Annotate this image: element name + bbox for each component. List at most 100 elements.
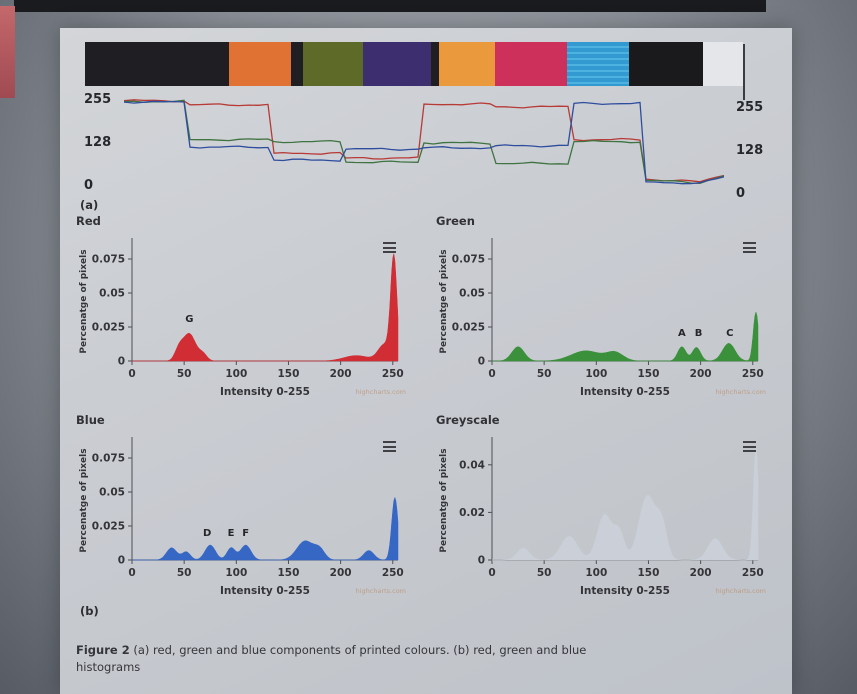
- y-tick-label: 255: [84, 92, 112, 107]
- red-histogram-chart: 0.075 0.05 0.025 00 50 100 150 200 250 G Percenatg…: [79, 238, 406, 398]
- greyscale-histogram-area: [492, 448, 759, 561]
- y-tick-label: 128: [736, 143, 764, 158]
- colour-swatch-dark-purple: [363, 42, 431, 86]
- colour-swatch-cyan-blue: [567, 42, 629, 86]
- green-component-trace: [124, 99, 724, 184]
- figure-caption-text: (a) red, green and blue components of pr…: [76, 642, 587, 675]
- x-tick-label: 150: [278, 368, 300, 380]
- chart-title: Green: [436, 214, 475, 228]
- y-tick-label: 0.025: [92, 322, 125, 334]
- histogram-grid: Red 0.075 0.05 0.025 0 0 50 100 150 200 250 G Perce…: [74, 214, 778, 602]
- x-tick-label: 200: [330, 368, 352, 380]
- x-tick-label: 250: [742, 368, 764, 380]
- y-tick-label: 0: [736, 186, 746, 201]
- blue-histogram-panel: Blue 0.075 0.05 0.025 0 0 50 100 150 200 250 D E F Pe…: [74, 413, 418, 602]
- chart-menu-icon[interactable]: [381, 439, 398, 454]
- colour-swatch-olive-green: [303, 42, 363, 86]
- x-tick-label: 250: [742, 567, 764, 579]
- photo-top-black-bar: [14, 0, 766, 12]
- chart-menu-icon[interactable]: [741, 240, 758, 255]
- chart-menu-icon[interactable]: [381, 240, 398, 255]
- y-axis-title: Percenatge of pixels: [79, 249, 89, 353]
- y-tick-label: 0.075: [92, 254, 125, 266]
- x-tick-label: 200: [330, 567, 352, 579]
- x-tick-label: 0: [128, 567, 135, 579]
- y-tick-label: 0.05: [99, 288, 125, 300]
- y-tick-label: 0.075: [92, 453, 125, 465]
- colour-swatch-orange: [229, 42, 291, 86]
- y-tick-label: 0.05: [459, 288, 485, 300]
- annotation-label-C: C: [726, 328, 733, 339]
- y-axis-title: Percenatge of pixels: [79, 448, 89, 552]
- blue-histogram-area: [132, 496, 399, 561]
- annotation-label-D: D: [203, 528, 211, 539]
- blue-component-trace: [124, 100, 724, 185]
- document-page: 255 128 0 255 128 0 (a) Red 0.075 0.05 0.0…: [60, 28, 792, 694]
- annotation-label-G: G: [185, 314, 193, 325]
- x-tick-label: 0: [488, 567, 495, 579]
- panel-label-b: (b): [80, 604, 99, 618]
- x-tick-label: 0: [128, 368, 135, 380]
- x-tick-label: 150: [278, 567, 300, 579]
- x-axis-title: Intensity 0-255: [220, 386, 310, 398]
- chart-menu-icon[interactable]: [741, 439, 758, 454]
- x-tick-label: 50: [537, 368, 552, 380]
- y-tick-label: 0.075: [452, 254, 485, 266]
- x-tick-label: 250: [382, 567, 404, 579]
- watermark: highcharts.com: [716, 587, 766, 595]
- y-tick-label: 0: [118, 555, 125, 567]
- x-tick-label: 100: [585, 567, 607, 579]
- x-tick-label: 250: [382, 368, 404, 380]
- y-tick-label: 0.04: [459, 459, 485, 471]
- y-axis-title: Percenatge of pixels: [439, 448, 449, 552]
- y-tick-label: 0: [478, 356, 485, 368]
- colour-swatch-amber-orange: [439, 42, 495, 86]
- x-axis-title: Intensity 0-255: [580, 386, 670, 398]
- photo-pink-edge-strip: [0, 6, 15, 98]
- x-axis-title: Intensity 0-255: [220, 585, 310, 597]
- greyscale-histogram-chart: 0.04 0.02 00 50 100 150 200 250 Percenatge of pi…: [439, 437, 766, 597]
- green-histogram-area: [492, 311, 759, 362]
- x-tick-label: 150: [638, 368, 660, 380]
- annotation-label-F: F: [242, 528, 249, 539]
- colour-swatch-gap: [291, 42, 303, 86]
- colour-swatch-black-lead: [85, 42, 229, 86]
- green-histogram-chart: 0.075 0.05 0.025 00 50 100 150 200 250 A B C Percena…: [439, 238, 766, 398]
- figure-caption-number: Figure 2: [76, 642, 130, 657]
- colour-swatch-strip: [85, 42, 745, 100]
- colour-swatch-gap: [431, 42, 439, 86]
- red-component-trace: [124, 99, 724, 183]
- annotation-label-A: A: [678, 328, 686, 339]
- chart-title: Red: [76, 214, 101, 228]
- colour-swatch-crimson: [495, 42, 567, 86]
- greyscale-histogram-panel: Greyscale 0.04 0.02 0 0 50 100 150 200 250 Percen…: [434, 413, 778, 602]
- x-tick-label: 150: [638, 567, 660, 579]
- chart-title: Blue: [76, 413, 105, 427]
- x-tick-label: 100: [225, 368, 247, 380]
- x-tick-label: 50: [537, 567, 552, 579]
- y-tick-label: 0.025: [452, 322, 485, 334]
- y-tick-label: 0: [84, 178, 94, 193]
- colour-swatch-white-tail: [703, 42, 743, 86]
- x-axis-title: Intensity 0-255: [580, 585, 670, 597]
- x-tick-label: 0: [488, 368, 495, 380]
- x-tick-label: 200: [690, 368, 712, 380]
- green-histogram-panel: Green 0.075 0.05 0.025 0 0 50 100 150 200 250 A B C P…: [434, 214, 778, 403]
- y-tick-label: 128: [84, 135, 112, 150]
- panel-label-a: (a): [80, 198, 99, 212]
- y-tick-label: 0: [478, 555, 485, 567]
- y-tick-label: 0.02: [459, 507, 485, 519]
- red-histogram-area: [132, 253, 399, 362]
- strip-end-line: [743, 44, 745, 100]
- watermark: highcharts.com: [716, 388, 766, 396]
- red-histogram-panel: Red 0.075 0.05 0.025 0 0 50 100 150 200 250 G Perce…: [74, 214, 418, 403]
- colour-swatch-black: [629, 42, 703, 86]
- blue-histogram-chart: 0.075 0.05 0.025 00 50 100 150 200 250 D E F Percena…: [79, 437, 406, 597]
- y-tick-label: 0.05: [99, 487, 125, 499]
- watermark: highcharts.com: [356, 587, 406, 595]
- chart-title: Greyscale: [436, 413, 500, 427]
- watermark: highcharts.com: [356, 388, 406, 396]
- y-tick-label: 0.025: [92, 521, 125, 533]
- y-axis-title: Percenatge of pixels: [439, 249, 449, 353]
- y-tick-label: 255: [736, 100, 764, 115]
